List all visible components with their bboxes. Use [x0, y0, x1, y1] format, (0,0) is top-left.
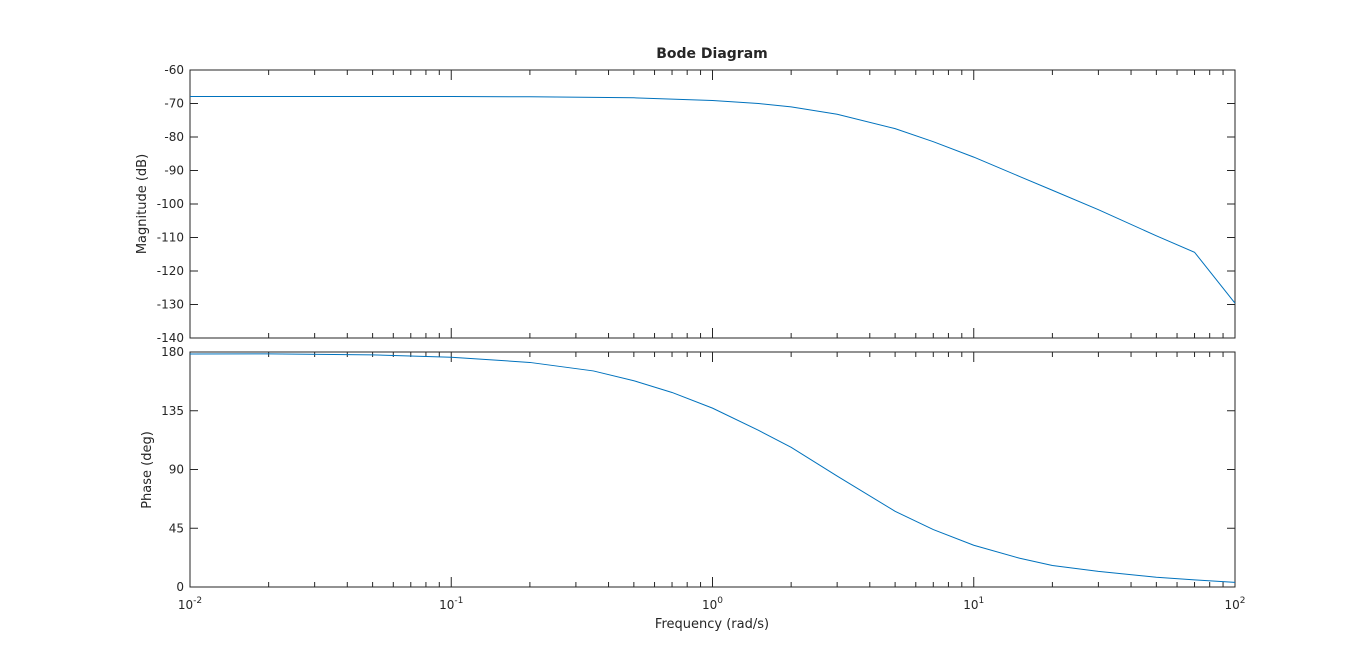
tick-base: 10 — [963, 598, 978, 612]
magnitude-axis-label: Magnitude (dB) — [135, 154, 150, 254]
magnitude-ytick-label: -140 — [157, 331, 184, 345]
phase-ytick-label: 135 — [161, 404, 184, 418]
magnitude-ytick-label: -60 — [164, 63, 184, 77]
tick-exponent: -1 — [454, 596, 463, 606]
tick-exponent: 2 — [1240, 596, 1246, 606]
magnitude-axes-frame — [189, 69, 1236, 339]
phase-ytick-label: 90 — [169, 463, 184, 477]
tick-base: 10 — [178, 598, 193, 612]
tick-base: 10 — [1224, 598, 1239, 612]
tick-base: 10 — [439, 598, 454, 612]
magnitude-ytick-label: -130 — [157, 298, 184, 312]
magnitude-ticks: -60 -70 -80 -90 -100 -110 -120 -130 -140 — [157, 63, 1235, 345]
magnitude-ytick-label: -90 — [164, 164, 184, 178]
frequency-tick-label: 10-2 — [178, 596, 202, 612]
frequency-tick-label: 102 — [1224, 596, 1245, 612]
phase-panel: 0 45 90 135 180 Phase (deg) — [140, 345, 1236, 594]
frequency-tick-label: 10-1 — [439, 596, 463, 612]
phase-ytick-label: 0 — [176, 580, 184, 594]
magnitude-panel: -60 -70 -80 -90 -100 -110 -120 -130 -140 Magnitu… — [135, 63, 1236, 345]
phase-axis-label: Phase (deg) — [140, 431, 155, 509]
phase-ytick-label: 180 — [161, 345, 184, 359]
magnitude-ytick-label: -110 — [157, 231, 184, 245]
frequency-tick-label: 100 — [702, 596, 723, 612]
magnitude-series-line — [190, 95, 1236, 304]
magnitude-ytick-label: -70 — [164, 97, 184, 111]
phase-axes-frame — [189, 351, 1236, 588]
phase-curve-group — [189, 353, 1236, 583]
tick-exponent: 0 — [717, 596, 723, 606]
frequency-tick-labels: 10-2 10-1 100 101 102 — [178, 596, 1246, 612]
chart-title: Bode Diagram — [656, 46, 768, 62]
tick-exponent: 1 — [979, 596, 985, 606]
magnitude-ytick-label: -80 — [164, 130, 184, 144]
tick-exponent: -2 — [193, 596, 202, 606]
frequency-tick-label: 101 — [963, 596, 984, 612]
phase-ticks: 0 45 90 135 180 — [161, 345, 1235, 594]
magnitude-curve-group — [190, 95, 1236, 304]
tick-base: 10 — [702, 598, 717, 612]
magnitude-ytick-label: -120 — [157, 264, 184, 278]
magnitude-ytick-label: -100 — [157, 197, 184, 211]
phase-ytick-label: 45 — [169, 521, 184, 535]
phase-series-line — [189, 353, 1236, 583]
frequency-axis-label: Frequency (rad/s) — [655, 617, 769, 632]
